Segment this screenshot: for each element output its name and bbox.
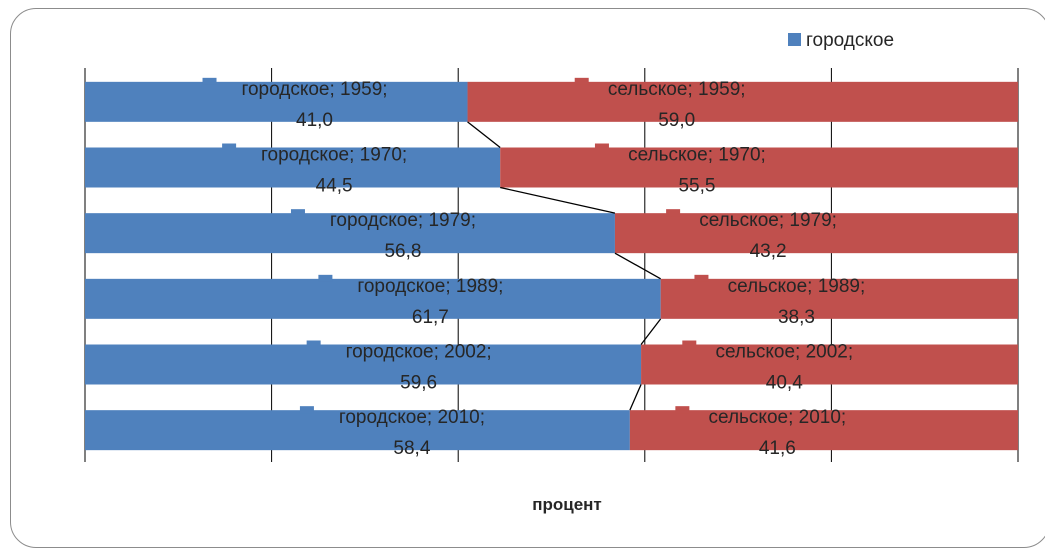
bar-urban-1989	[85, 278, 661, 319]
data-label-urban-1979: городское; 1979;	[330, 210, 476, 231]
label-key-rural-1979	[666, 209, 681, 217]
x-axis-title: процент	[532, 495, 602, 514]
data-value-urban-1979: 56,8	[384, 241, 421, 262]
series-line-0	[467, 121, 501, 149]
bar-rural-1989	[660, 278, 1018, 319]
data-value-rural-1959: 59,0	[658, 110, 695, 131]
label-key-urban-2002	[306, 340, 321, 348]
data-value-urban-2002: 59,6	[400, 373, 437, 394]
bar-rural-1959	[467, 81, 1018, 122]
label-key-rural-2010	[675, 406, 690, 414]
legend-label-urban: городское	[806, 30, 894, 51]
data-value-rural-1970: 55,5	[678, 176, 715, 197]
data-labels: городское; 1959; 41,0 сельское; 1959; 59,0 г…	[202, 77, 866, 459]
data-value-urban-1989: 61,7	[412, 307, 449, 328]
label-key-urban-1979	[290, 209, 305, 217]
data-label-rural-2010: сельское; 2010;	[709, 407, 847, 428]
bar-rural-1970	[500, 147, 1018, 188]
label-key-urban-2010	[299, 406, 314, 414]
data-value-urban-1970: 44,5	[316, 176, 353, 197]
series-line-1	[500, 186, 616, 214]
label-key-rural-1959	[574, 77, 589, 85]
data-label-rural-1989: сельское; 1989;	[728, 276, 866, 297]
bar-urban-1970	[85, 147, 501, 188]
bar-urban-2002	[85, 344, 642, 385]
chart: городское; 1959; 41,0 сельское; 1959; 59,0 г…	[84, 30, 1019, 514]
data-label-rural-1959: сельское; 1959;	[608, 79, 746, 100]
legend: городское	[788, 30, 894, 51]
bar-urban-1979	[85, 213, 615, 254]
bar-rural-2010	[629, 410, 1018, 451]
data-value-rural-2002: 40,4	[766, 373, 803, 394]
bar-rural-2002	[641, 344, 1018, 385]
label-key-rural-1970	[594, 143, 609, 151]
data-label-urban-1970: городское; 1970;	[261, 145, 407, 166]
label-key-rural-2002	[682, 340, 697, 348]
data-value-urban-2010: 58,4	[393, 438, 430, 459]
data-label-urban-2010: городское; 2010;	[339, 407, 485, 428]
data-value-rural-1979: 43,2	[750, 241, 787, 262]
data-label-urban-2002: городское; 2002;	[346, 342, 492, 363]
label-key-urban-1989	[318, 274, 333, 282]
series-line-4	[629, 384, 642, 411]
label-key-urban-1959	[202, 77, 217, 85]
label-key-rural-1989	[694, 274, 709, 282]
data-value-urban-1959: 41,0	[296, 110, 333, 131]
legend-swatch-urban	[788, 33, 801, 46]
bar-urban-2010	[85, 410, 630, 451]
data-label-urban-1989: городское; 1989;	[357, 276, 503, 297]
label-key-urban-1970	[222, 143, 237, 151]
gridlines	[84, 68, 1019, 462]
bars	[85, 81, 1018, 451]
data-label-rural-2002: сельское; 2002;	[715, 342, 853, 363]
bar-rural-1979	[614, 213, 1018, 254]
series-line-3	[640, 318, 662, 345]
data-value-rural-1989: 38,3	[778, 307, 815, 328]
series-lines	[467, 121, 662, 411]
data-label-urban-1959: городское; 1959;	[241, 79, 387, 100]
bar-urban-1959	[85, 81, 468, 122]
data-value-rural-2010: 41,6	[759, 438, 796, 459]
data-label-rural-1979: сельское; 1979;	[699, 210, 837, 231]
data-label-rural-1970: сельское; 1970;	[628, 145, 766, 166]
series-line-2	[614, 252, 661, 280]
